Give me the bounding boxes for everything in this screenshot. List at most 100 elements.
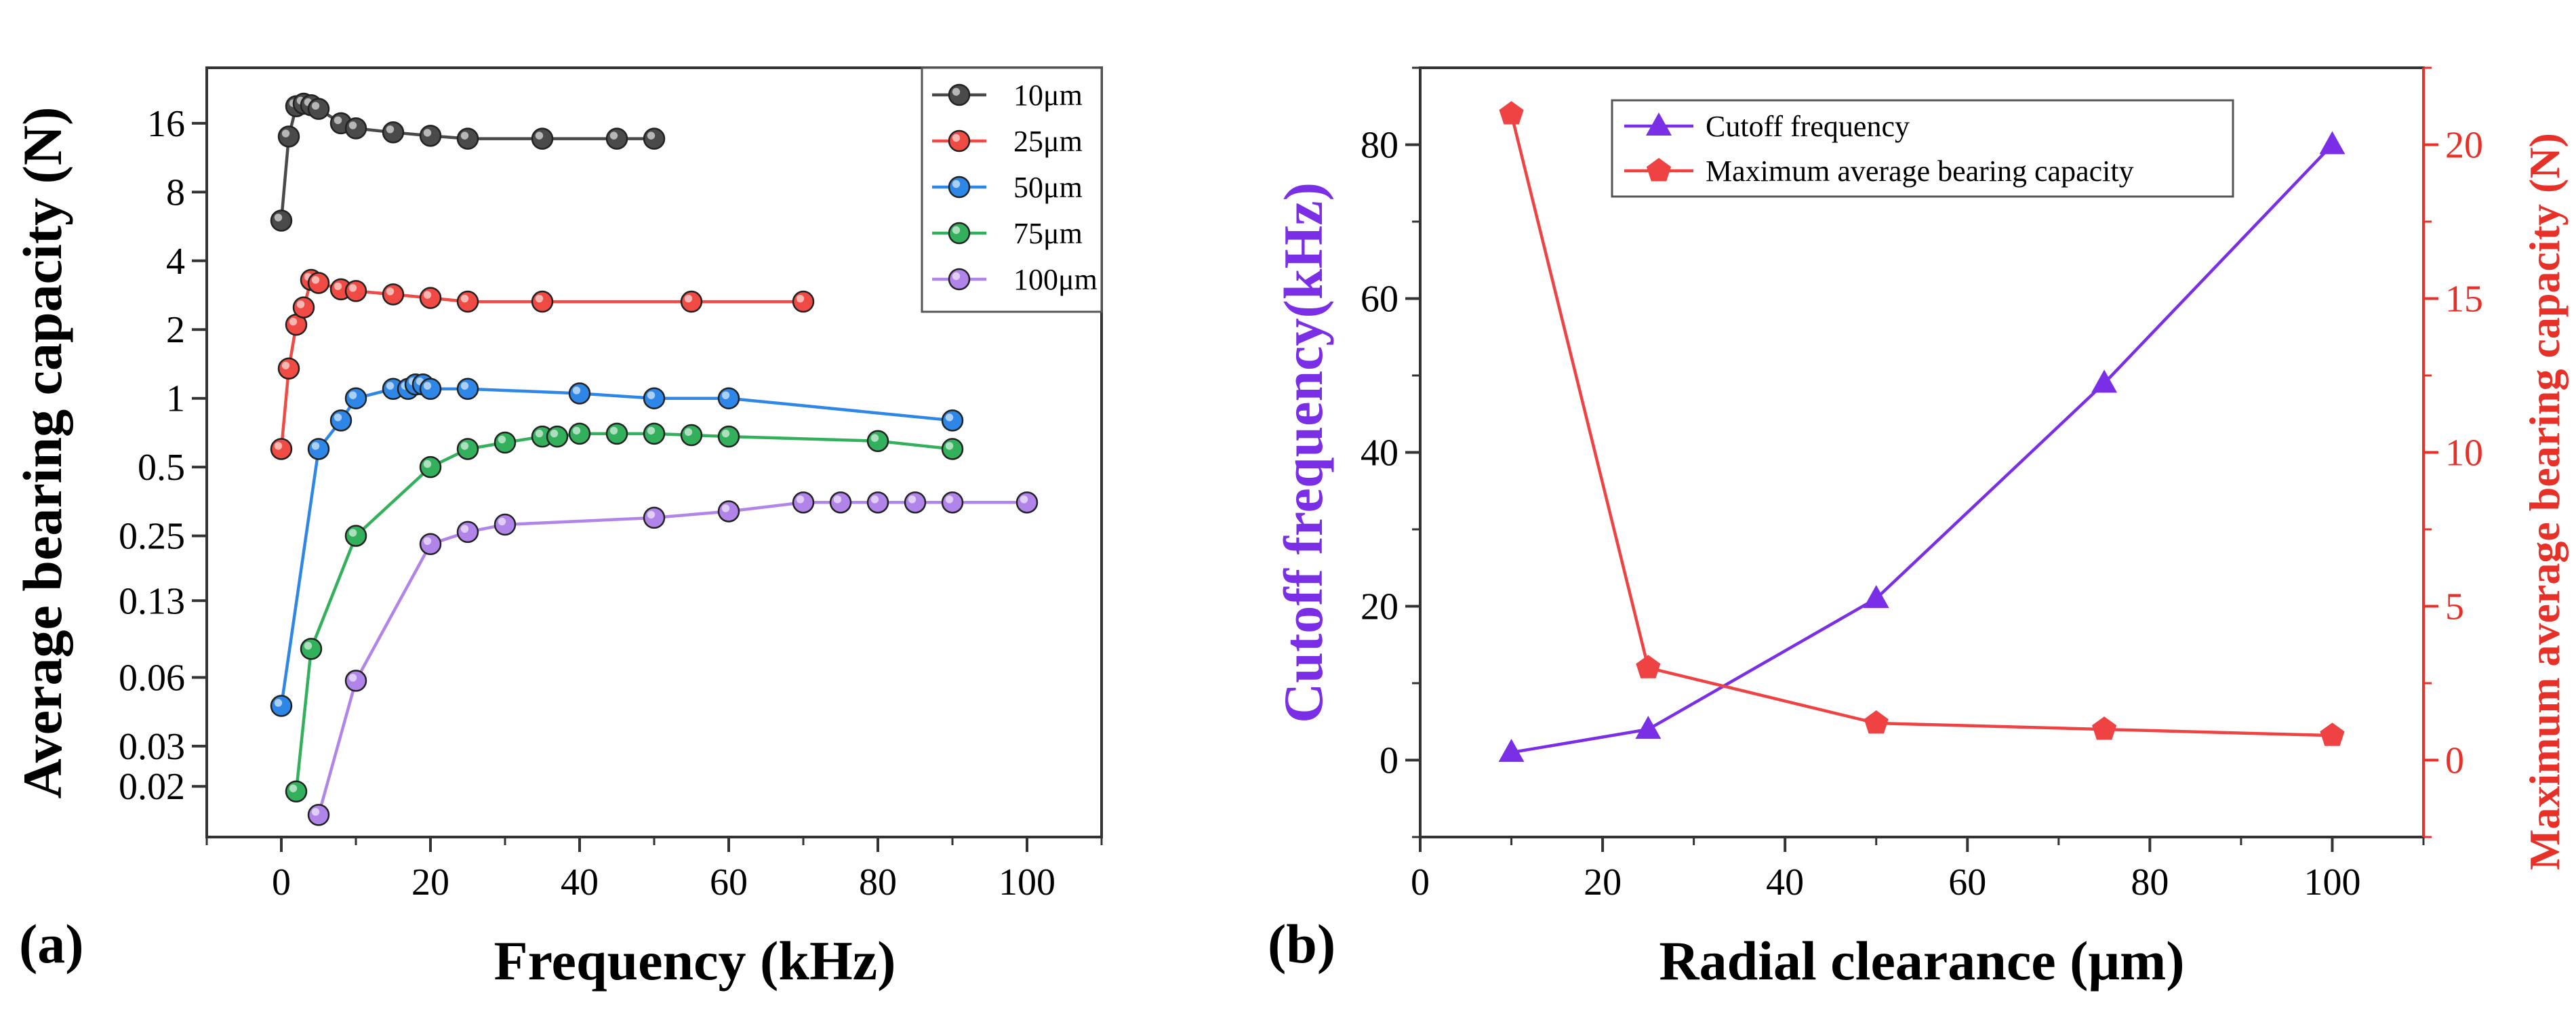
data-point	[2319, 131, 2346, 155]
chart-b-legend: Cutoff frequency Maximum average bearing …	[1611, 99, 2234, 198]
data-point-highlight	[460, 294, 469, 303]
y-tick-label: 0.06	[119, 657, 185, 699]
data-point	[344, 117, 367, 140]
data-point-highlight	[460, 131, 469, 140]
legend-box	[1611, 99, 2234, 198]
data-point-highlight	[311, 442, 320, 450]
data-point	[292, 296, 315, 319]
data-point	[941, 438, 964, 460]
data-point	[717, 425, 740, 448]
data-point-highlight	[647, 510, 656, 519]
data-point	[568, 422, 591, 445]
legend-marker	[1646, 113, 1672, 136]
data-point	[277, 357, 300, 380]
data-point	[1498, 739, 1525, 762]
legend-label: 75μm	[1013, 217, 1083, 250]
chart-a-legend: 10μm 25μm 50μm 75μm 100μm	[921, 66, 1103, 313]
y-tick-label: 4	[166, 241, 185, 283]
data-point	[270, 209, 293, 232]
chart-a-panel-label: (a)	[19, 913, 84, 975]
data-point	[419, 378, 442, 400]
data-point	[419, 455, 442, 479]
chart-b-series	[1498, 101, 2346, 762]
data-point	[643, 506, 666, 529]
data-point	[568, 382, 591, 405]
data-point	[344, 525, 367, 547]
data-point-highlight	[311, 808, 320, 816]
data-point	[344, 670, 367, 692]
data-point-highlight	[498, 435, 506, 444]
data-point-highlight	[311, 276, 320, 284]
data-point	[717, 387, 740, 409]
data-point	[456, 127, 479, 150]
data-point-highlight	[796, 294, 805, 303]
legend-label: 25μm	[1013, 125, 1083, 158]
data-point-highlight	[609, 426, 618, 435]
data-point	[2320, 722, 2345, 746]
chart-a-ylabel: Average bearing capacity (N)	[12, 107, 73, 799]
x-tick-label: 100	[2303, 861, 2360, 903]
y-tick-label: 16	[147, 103, 185, 145]
data-point	[344, 280, 367, 302]
y-left-tick-label: 0	[1380, 740, 1398, 782]
y-left-tick-label: 20	[1361, 586, 1398, 628]
data-point-highlight	[460, 525, 469, 533]
chart-b-ylabel-left: Cutoff frequency(kHz)	[1272, 182, 1334, 723]
y-tick-label: 0.13	[119, 580, 185, 622]
data-point	[419, 533, 442, 556]
x-tick-label: 40	[561, 861, 599, 903]
legend-label: 100μm	[1013, 263, 1098, 296]
data-point-highlight	[572, 426, 581, 435]
data-point	[941, 409, 964, 432]
data-point-highlight	[647, 131, 656, 140]
legend-marker	[1646, 158, 1672, 182]
y-left-tick-label: 60	[1361, 279, 1398, 321]
data-point-highlight	[274, 699, 283, 707]
data-point-highlight	[386, 382, 395, 390]
y-right-tick-label: 5	[2445, 586, 2464, 628]
data-point-highlight	[274, 442, 283, 450]
series-line-Cutoff frequency	[1511, 143, 2334, 754]
data-point-highlight	[796, 495, 805, 504]
data-point	[456, 521, 479, 544]
legend-marker-highlight	[952, 272, 961, 281]
legend-marker	[948, 222, 971, 245]
data-point	[643, 127, 666, 150]
x-tick-label: 40	[1766, 861, 1804, 903]
data-point-highlight	[304, 642, 313, 650]
data-point-highlight	[423, 382, 432, 390]
chart-a-series	[270, 92, 1039, 826]
data-point-highlight	[348, 674, 357, 682]
data-point-highlight	[460, 442, 469, 450]
y-right-tick-label: 20	[2445, 125, 2483, 167]
data-point-highlight	[334, 116, 342, 125]
data-point	[680, 290, 703, 313]
data-point	[1863, 585, 1889, 609]
legend-label: Cutoff frequency	[1706, 110, 1910, 143]
legend-marker	[948, 83, 971, 106]
legend-marker-highlight	[952, 180, 961, 188]
data-point-highlight	[647, 426, 656, 435]
legend-marker-highlight	[952, 87, 961, 96]
data-point	[1636, 655, 1661, 678]
data-point-highlight	[1020, 495, 1028, 504]
data-point-highlight	[296, 300, 305, 308]
x-tick-label: 0	[272, 861, 291, 903]
data-point	[829, 491, 852, 514]
data-point-highlight	[423, 537, 432, 545]
data-point	[1635, 716, 1662, 739]
data-point-highlight	[281, 129, 290, 138]
data-point-highlight	[721, 504, 730, 512]
data-point-highlight	[609, 131, 618, 140]
chart-b-axes: 0 20 40 60 80 100 0 20 40 60 80 0 5 10 15 20	[1361, 66, 2483, 903]
data-point-highlight	[334, 282, 342, 291]
x-tick-label: 100	[999, 861, 1055, 903]
data-point	[307, 98, 330, 120]
y-tick-label: 0.03	[119, 726, 185, 768]
data-point-highlight	[550, 429, 559, 438]
data-point-highlight	[870, 495, 879, 504]
data-point	[2092, 716, 2117, 740]
data-point	[531, 127, 554, 150]
x-tick-label: 80	[2131, 861, 2169, 903]
